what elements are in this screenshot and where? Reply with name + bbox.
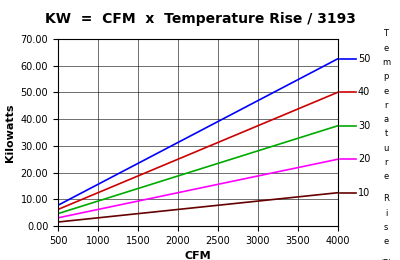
X-axis label: CFM: CFM xyxy=(185,251,211,260)
10 xyxy=(336,191,340,194)
Text: T: T xyxy=(384,29,388,38)
10 xyxy=(259,199,264,202)
20 xyxy=(166,193,171,196)
50 xyxy=(166,146,171,149)
20 xyxy=(259,174,264,177)
Text: t: t xyxy=(384,129,388,138)
20 xyxy=(232,179,236,183)
20 xyxy=(258,174,262,177)
Text: i: i xyxy=(385,209,387,218)
40 xyxy=(147,170,152,173)
10 xyxy=(89,217,94,220)
30 xyxy=(56,212,60,215)
20 xyxy=(336,158,340,161)
50 xyxy=(56,204,60,207)
10 xyxy=(258,199,262,203)
Text: 50: 50 xyxy=(358,54,370,64)
30 xyxy=(147,183,152,186)
Line: 20: 20 xyxy=(58,159,338,218)
Line: 50: 50 xyxy=(58,59,338,205)
50 xyxy=(147,156,152,159)
50 xyxy=(258,98,262,101)
Text: m: m xyxy=(382,58,390,67)
Text: s: s xyxy=(384,223,388,232)
Text: 20: 20 xyxy=(358,154,370,164)
40 xyxy=(232,134,236,137)
Text: e: e xyxy=(383,87,389,95)
Text: KW  =  CFM  x  Temperature Rise / 3193: KW = CFM x Temperature Rise / 3193 xyxy=(44,12,356,26)
10 xyxy=(56,220,60,224)
Line: 10: 10 xyxy=(58,193,338,222)
40 xyxy=(336,91,340,94)
Text: 10: 10 xyxy=(358,188,370,198)
30 xyxy=(259,148,264,151)
Text: r: r xyxy=(384,101,388,110)
50 xyxy=(232,112,236,115)
Line: 30: 30 xyxy=(58,126,338,214)
30 xyxy=(336,124,340,127)
40 xyxy=(56,208,60,211)
Text: a: a xyxy=(384,115,388,124)
50 xyxy=(259,97,264,100)
Text: u: u xyxy=(383,144,389,153)
30 xyxy=(232,157,236,160)
Text: R: R xyxy=(383,194,389,203)
Text: e: e xyxy=(383,237,389,246)
Text: 30: 30 xyxy=(358,121,370,131)
40 xyxy=(258,123,262,126)
40 xyxy=(89,194,94,197)
20 xyxy=(89,209,94,212)
40 xyxy=(259,123,264,126)
Y-axis label: Kilowatts: Kilowatts xyxy=(5,103,15,162)
Line: 40: 40 xyxy=(58,92,338,210)
20 xyxy=(56,216,60,219)
Text: (F): (F) xyxy=(380,259,392,260)
40 xyxy=(166,161,171,165)
Text: 40: 40 xyxy=(358,87,370,97)
10 xyxy=(147,211,152,214)
30 xyxy=(166,177,171,180)
30 xyxy=(89,202,94,205)
30 xyxy=(258,149,262,152)
50 xyxy=(89,186,94,189)
Text: r: r xyxy=(384,158,388,167)
Text: e: e xyxy=(383,44,389,53)
10 xyxy=(232,202,236,205)
50 xyxy=(336,57,340,60)
Text: p: p xyxy=(383,72,389,81)
Text: e: e xyxy=(383,172,389,181)
20 xyxy=(147,197,152,200)
10 xyxy=(166,209,171,212)
